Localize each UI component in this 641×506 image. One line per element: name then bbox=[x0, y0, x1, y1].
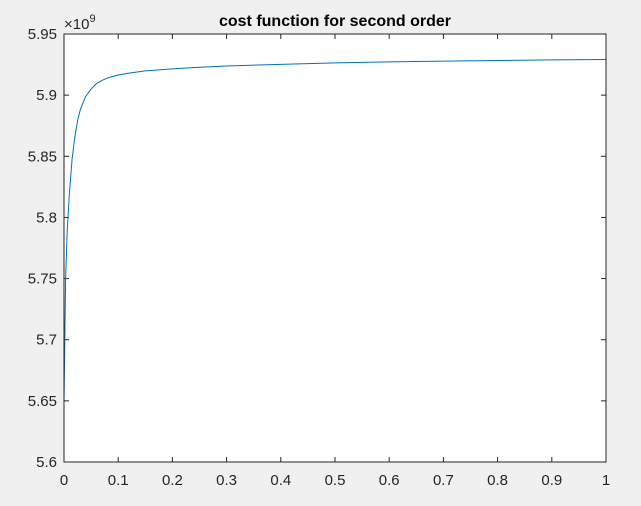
x-tick-label: 0.9 bbox=[541, 472, 562, 489]
chart-title: cost function for second order bbox=[219, 13, 451, 30]
x-tick-label: 0.5 bbox=[325, 472, 346, 489]
y-tick-label: 5.7 bbox=[36, 332, 57, 349]
x-tick-label: 0.3 bbox=[216, 472, 237, 489]
x-axis-ticks: 0 0.1 0.2 0.3 0.4 0.5 0.6 0.7 0.8 0.9 1 bbox=[60, 34, 610, 489]
y-tick-label: 5.85 bbox=[28, 148, 57, 165]
plot-area bbox=[64, 34, 606, 462]
x-tick-label: 0.8 bbox=[487, 472, 508, 489]
cost-line bbox=[63, 58, 607, 404]
y-tick-label: 5.6 bbox=[36, 454, 57, 471]
y-tick-label: 5.75 bbox=[28, 271, 57, 288]
y-tick-label: 5.95 bbox=[28, 26, 57, 43]
axes-box bbox=[63, 33, 607, 463]
y-exponent-label: ×109 bbox=[64, 13, 96, 33]
y-tick-label: 5.65 bbox=[28, 393, 57, 410]
y-exponent-base: ×10 bbox=[64, 16, 89, 33]
y-tick-label: 5.8 bbox=[36, 209, 57, 226]
x-tick-label: 0.7 bbox=[433, 472, 454, 489]
y-tick-label: 5.9 bbox=[36, 87, 57, 104]
x-tick-label: 0.2 bbox=[162, 472, 183, 489]
x-tick-label: 0.1 bbox=[108, 472, 129, 489]
x-tick-label: 1 bbox=[602, 472, 610, 489]
y-exponent-power: 9 bbox=[89, 13, 95, 25]
y-axis-ticks: 5.6 5.65 5.7 5.75 5.8 5.85 5.9 5.95 bbox=[28, 26, 606, 471]
x-tick-label: 0.6 bbox=[379, 472, 400, 489]
x-tick-label: 0.4 bbox=[270, 472, 291, 489]
x-tick-label: 0 bbox=[60, 472, 68, 489]
